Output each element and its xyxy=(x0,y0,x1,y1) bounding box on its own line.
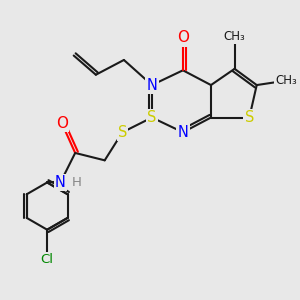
Text: O: O xyxy=(177,30,189,45)
Text: O: O xyxy=(56,116,68,131)
Text: S: S xyxy=(147,110,157,125)
Text: CH₃: CH₃ xyxy=(224,30,245,43)
Text: H: H xyxy=(72,176,82,189)
Text: S: S xyxy=(118,125,127,140)
Text: N: N xyxy=(55,175,66,190)
Text: Cl: Cl xyxy=(40,253,54,266)
Text: CH₃: CH₃ xyxy=(275,74,297,87)
Text: S: S xyxy=(245,110,254,125)
Text: N: N xyxy=(178,125,188,140)
Text: N: N xyxy=(146,78,158,93)
